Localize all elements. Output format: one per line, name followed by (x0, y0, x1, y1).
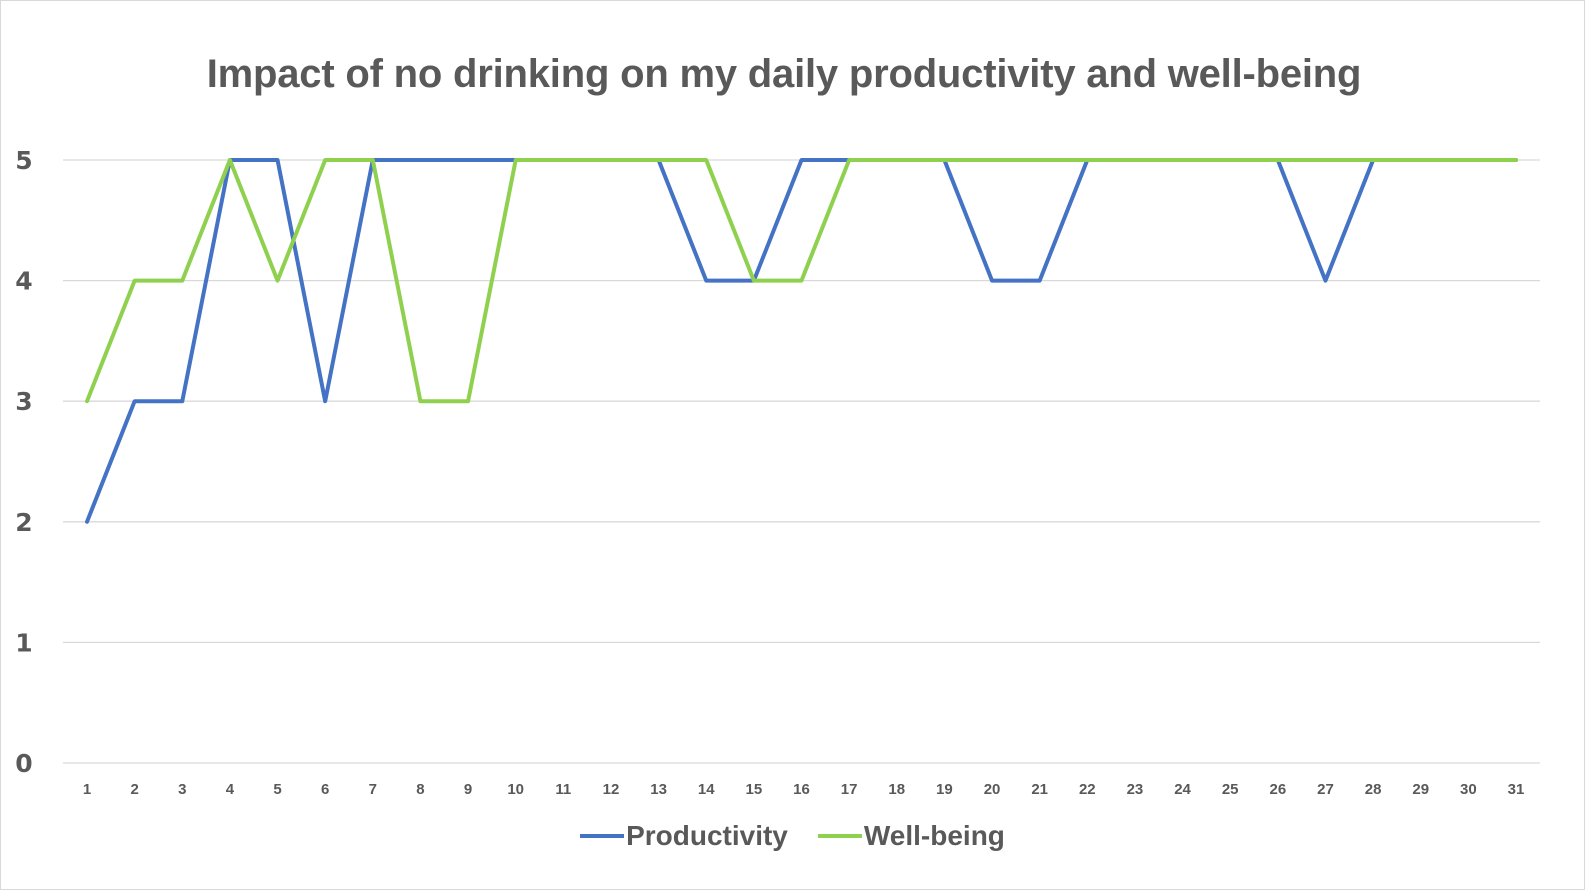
legend-swatch (817, 834, 862, 838)
legend-label: Productivity (626, 820, 788, 851)
x-tick-label: 5 (273, 781, 281, 798)
y-tick-label: 0 (15, 749, 32, 778)
x-tick-label: 15 (746, 781, 763, 798)
x-tick-label: 16 (793, 781, 810, 798)
series-line-well-being (85, 158, 1518, 404)
x-tick-label: 14 (698, 781, 715, 798)
y-tick-label: 3 (15, 387, 32, 416)
x-tick-label: 21 (1031, 781, 1048, 798)
x-tick-label: 30 (1460, 781, 1477, 798)
series-lines (85, 158, 1518, 524)
x-tick-label: 27 (1317, 781, 1334, 798)
x-tick-label: 9 (464, 781, 472, 798)
x-tick-label: 11 (555, 781, 571, 798)
y-tick-label: 1 (15, 628, 32, 657)
x-tick-label: 6 (321, 781, 329, 798)
x-tick-label: 20 (984, 781, 1001, 798)
y-tick-label: 5 (15, 146, 32, 175)
x-tick-label: 1 (83, 781, 91, 798)
x-tick-label: 12 (603, 781, 620, 798)
y-tick-label: 2 (15, 508, 32, 537)
x-tick-label: 28 (1365, 781, 1382, 798)
x-tick-label: 31 (1508, 781, 1525, 798)
x-tick-label: 19 (936, 781, 953, 798)
x-tick-label: 23 (1127, 781, 1144, 798)
series-line-productivity (85, 158, 1518, 524)
x-tick-label: 8 (416, 781, 424, 798)
legend: Productivity Well-being (0, 820, 1585, 852)
legend-item-well-being: Well-being (817, 820, 1005, 852)
x-tick-label: 25 (1222, 781, 1239, 798)
x-tick-label: 13 (650, 781, 667, 798)
x-tick-label: 4 (226, 781, 235, 798)
x-tick-label: 29 (1412, 781, 1429, 798)
x-tick-label: 2 (130, 781, 138, 798)
legend-item-productivity: Productivity (580, 820, 788, 852)
gridlines (63, 159, 1540, 764)
chart-title: Impact of no drinking on my daily produc… (206, 52, 1362, 96)
x-tick-label: 17 (841, 781, 858, 798)
x-tick-label: 24 (1174, 781, 1191, 798)
y-tick-label: 4 (15, 267, 32, 296)
x-tick-label: 10 (507, 781, 524, 798)
x-tick-label: 26 (1269, 781, 1286, 798)
x-tick-label: 22 (1079, 781, 1096, 798)
legend-label: Well-being (863, 820, 1005, 851)
x-axis-ticks: 1 2 3 4 5 6 7 8 9 10 11 12 13 14 15 16 17 18 19 20 21 22 23 24 2… (83, 781, 1525, 798)
y-axis-ticks: 0 1 2 3 4 5 (15, 146, 32, 778)
legend-swatch (580, 834, 625, 838)
x-tick-label: 7 (369, 781, 377, 798)
x-tick-label: 18 (888, 781, 905, 798)
x-tick-label: 3 (178, 781, 186, 798)
